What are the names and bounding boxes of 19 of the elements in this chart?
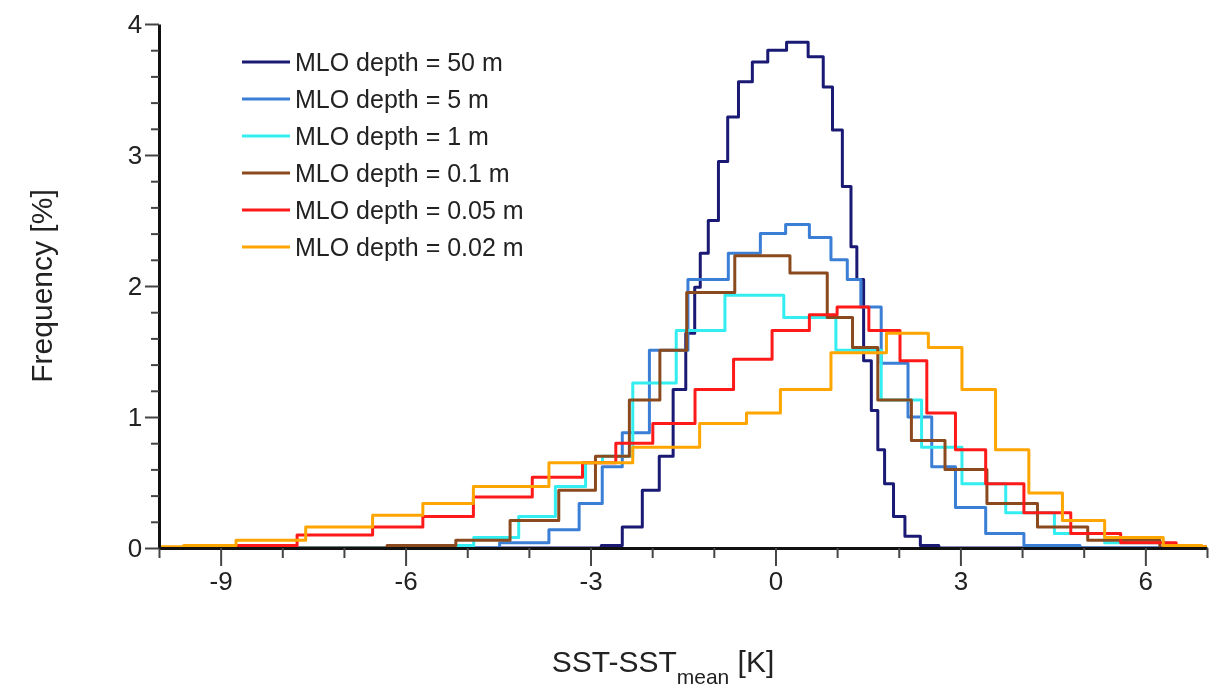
legend-label: MLO depth = 0.1 m <box>295 159 510 187</box>
legend-label: MLO depth = 5 m <box>295 85 489 113</box>
x-tick-label: -3 <box>579 565 603 596</box>
y-tick-label: 0 <box>127 532 143 563</box>
y-axis-title: Frequency [%] <box>25 189 58 383</box>
x-tick-label: -9 <box>209 565 233 596</box>
y-tick-label: 4 <box>127 8 143 39</box>
x-tick-label: -6 <box>394 565 418 596</box>
legend-label: MLO depth = 0.05 m <box>295 196 524 224</box>
legend-label: MLO depth = 1 m <box>295 122 489 150</box>
y-tick-label: 1 <box>127 401 143 432</box>
y-tick-label: 2 <box>127 270 143 301</box>
x-axis-title: SST-SST$_{mean}$ [K] <box>551 645 775 688</box>
legend-label: MLO depth = 50 m <box>295 48 503 76</box>
x-tick-label: 0 <box>768 565 784 596</box>
x-tick-label: 6 <box>1138 565 1154 596</box>
legend-label: MLO depth = 0.02 m <box>295 233 524 261</box>
y-tick-label: 3 <box>127 139 143 170</box>
x-tick-label: 3 <box>953 565 969 596</box>
